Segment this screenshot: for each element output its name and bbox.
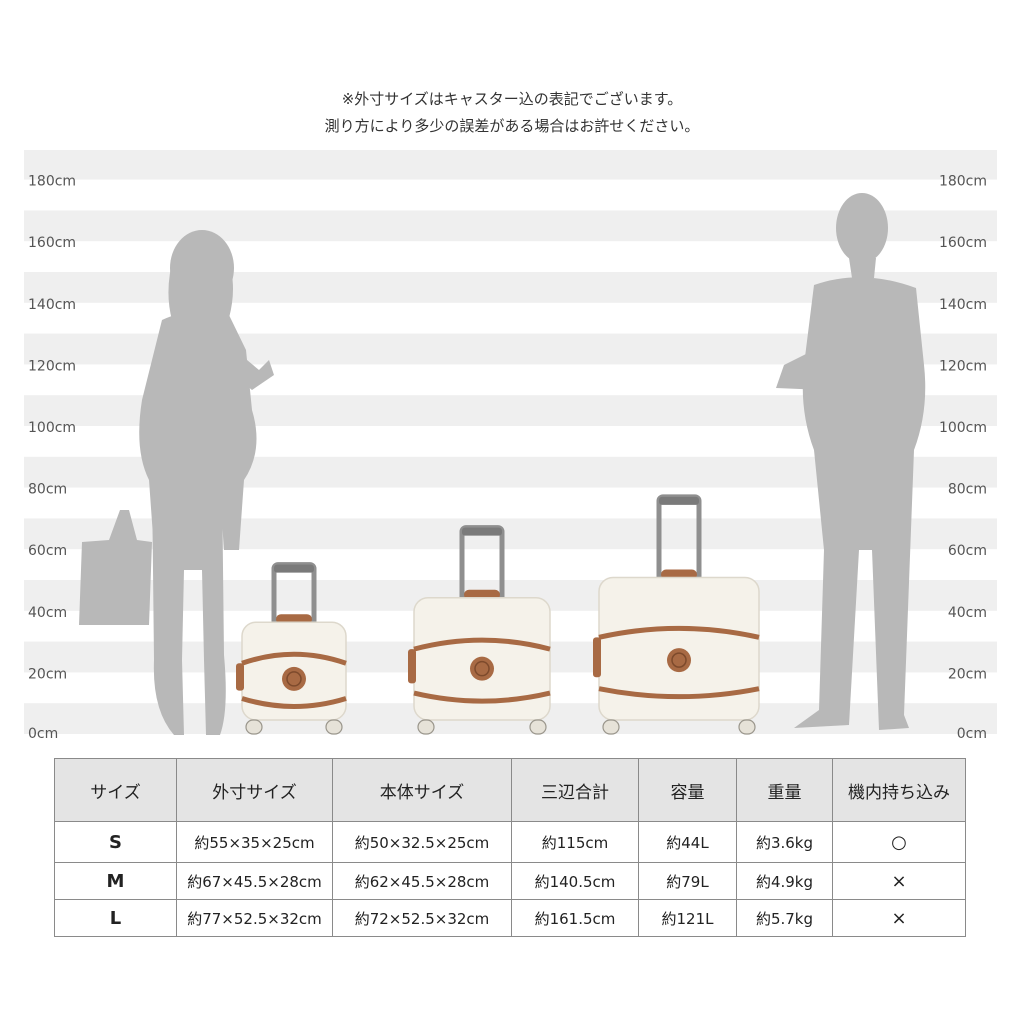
height-tick-label-left: 20cm — [28, 666, 67, 682]
cell-weight: 約5.7kg — [736, 899, 833, 937]
cell-carry-on: ○ — [832, 821, 966, 863]
cell-size: L — [54, 899, 177, 937]
height-tick-label-left: 60cm — [28, 543, 67, 559]
height-tick-label-right: 80cm — [948, 482, 987, 498]
header-weight: 重量 — [736, 758, 833, 822]
height-tick-label-left: 180cm — [28, 174, 76, 190]
height-tick-label-left: 100cm — [28, 420, 76, 436]
notice-line-1: ※外寸サイズはキャスター込の表記でございます。 — [341, 90, 683, 108]
luggage-s — [236, 562, 347, 735]
man-silhouette — [776, 193, 926, 730]
cell-total-dimensions: 約115cm — [511, 821, 639, 863]
cell-capacity: 約121L — [638, 899, 737, 937]
luggage-l — [593, 494, 760, 735]
luggage-m — [408, 525, 551, 735]
cell-capacity: 約79L — [638, 862, 737, 900]
cell-size: S — [54, 821, 177, 863]
cell-body-size: 約72×52.5×32cm — [332, 899, 512, 937]
height-tick-labels: 180cm 180cm 160cm 160cm 140cm 140cm 120cm 120cm… — [28, 174, 987, 740]
table-header-row: サイズ 外寸サイズ 本体サイズ 三辺合計 容量 重量 機内持ち込み — [54, 758, 966, 822]
cell-weight: 約4.9kg — [736, 862, 833, 900]
notice-line-2: 測り方により多少の誤差がある場合はお許せください。 — [324, 117, 700, 135]
height-tick-label-right: 0cm — [957, 726, 987, 740]
cell-weight: 約3.6kg — [736, 821, 833, 863]
height-tick-label-left: 40cm — [28, 605, 67, 621]
cell-size: M — [54, 862, 177, 900]
cell-total-dimensions: 約161.5cm — [511, 899, 639, 937]
height-tick-label-right: 40cm — [948, 605, 987, 621]
header-outer-size: 外寸サイズ — [176, 758, 333, 822]
cell-outer-size: 約77×52.5×32cm — [176, 899, 333, 937]
height-tick-label-right: 140cm — [939, 297, 987, 313]
table-row: M 約67×45.5×28cm 約62×45.5×28cm 約140.5cm 約… — [54, 862, 966, 900]
height-tick-label-left: 120cm — [28, 358, 76, 374]
cell-total-dimensions: 約140.5cm — [511, 862, 639, 900]
height-tick-label-right: 160cm — [939, 235, 987, 251]
header-capacity: 容量 — [638, 758, 737, 822]
height-tick-label-right: 100cm — [939, 420, 987, 436]
woman-silhouette — [79, 230, 274, 735]
cell-carry-on: × — [832, 899, 966, 937]
height-tick-label-left: 160cm — [28, 235, 76, 251]
spec-table: サイズ 外寸サイズ 本体サイズ 三辺合計 容量 重量 機内持ち込み S 約55×… — [54, 758, 966, 937]
cell-carry-on: × — [832, 862, 966, 900]
height-tick-label-right: 20cm — [948, 666, 987, 682]
header-size: サイズ — [54, 758, 177, 822]
height-tick-label-right: 180cm — [939, 174, 987, 190]
cell-outer-size: 約67×45.5×28cm — [176, 862, 333, 900]
header-body-size: 本体サイズ — [332, 758, 512, 822]
header-carry-on: 機内持ち込み — [832, 758, 966, 822]
height-stripe — [24, 150, 997, 180]
table-row: L 約77×52.5×32cm 約72×52.5×32cm 約161.5cm 約… — [54, 899, 966, 937]
cell-outer-size: 約55×35×25cm — [176, 821, 333, 863]
height-tick-label-left: 140cm — [28, 297, 76, 313]
height-tick-label-left: 80cm — [28, 482, 67, 498]
size-comparison-illustration: 180cm 180cm 160cm 160cm 140cm 140cm 120cm 120cm… — [24, 150, 997, 740]
cell-body-size: 約62×45.5×28cm — [332, 862, 512, 900]
luggage-group — [236, 494, 760, 735]
height-tick-label-right: 60cm — [948, 543, 987, 559]
table-row: S 約55×35×25cm 約50×32.5×25cm 約115cm 約44L … — [54, 821, 966, 863]
cell-capacity: 約44L — [638, 821, 737, 863]
header-total-dimensions: 三辺合計 — [511, 758, 639, 822]
height-tick-label-left: 0cm — [28, 726, 58, 740]
height-tick-label-right: 120cm — [939, 358, 987, 374]
cell-body-size: 約50×32.5×25cm — [332, 821, 512, 863]
